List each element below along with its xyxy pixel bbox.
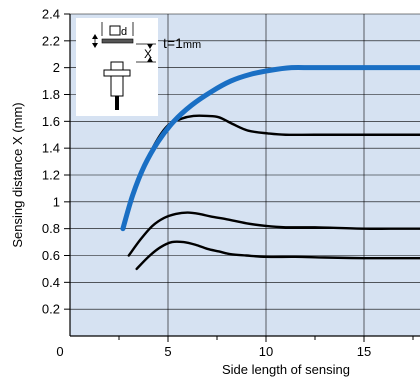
y-tick-label: 1.6	[42, 114, 60, 129]
y-tick-label: 0.2	[42, 302, 60, 317]
y-tick-label: 0.4	[42, 275, 60, 290]
inset-t-label: t=1mm	[163, 35, 201, 51]
y-tick-label: 1.8	[42, 87, 60, 102]
series-line-blue	[120, 64, 420, 232]
inset-d-label: d	[121, 26, 127, 38]
thickness-arrow-head-down	[92, 43, 98, 48]
sensor-nut-icon	[103, 69, 131, 77]
y-tick-label: 0.8	[42, 221, 60, 236]
y-tick-label: 1.4	[42, 141, 60, 156]
inset-x-label: X	[144, 47, 152, 61]
target-square-icon	[109, 25, 121, 36]
x-arrow-head-top	[147, 44, 153, 49]
inset-t-unit: mm	[183, 39, 201, 51]
inset-t-value: t=1	[163, 35, 183, 51]
y-axis-label: Sensing distance X (mm)	[10, 102, 25, 247]
x-tick-label: 0	[56, 344, 63, 359]
y-tick-label: 1.2	[42, 168, 60, 183]
thickness-arrow-head-up	[92, 34, 98, 39]
sensor-body-icon	[110, 75, 124, 97]
inset-sensor-diagram: d X t=1mm	[76, 18, 201, 116]
x-arrow-head-bottom	[147, 57, 153, 62]
sensor-cable-icon	[115, 96, 119, 110]
x-tick-label: 10	[259, 344, 273, 359]
y-tick-label: 0.6	[42, 248, 60, 263]
y-tick-label: 2	[53, 60, 60, 75]
x-axis-label: Side length of sensing	[222, 362, 350, 377]
series-line-black	[135, 240, 420, 271]
y-tick-label: 2.2	[42, 33, 60, 48]
y-tick-label: 2.4	[42, 7, 60, 22]
target-plate-icon	[101, 38, 134, 44]
series-group	[120, 64, 420, 271]
series-line-black	[127, 211, 420, 257]
tick-marks	[64, 13, 414, 342]
tick-labels: 0.2 0.4 0.6 0.8 1 1.2 1.4 1.6 1.8 2 2.2 2.4 0 5 10 15	[42, 7, 371, 360]
x-tick-label: 15	[357, 344, 371, 359]
sensor-head-icon	[110, 61, 124, 71]
y-tick-label: 1	[53, 194, 60, 209]
x-tick-label: 5	[164, 344, 171, 359]
